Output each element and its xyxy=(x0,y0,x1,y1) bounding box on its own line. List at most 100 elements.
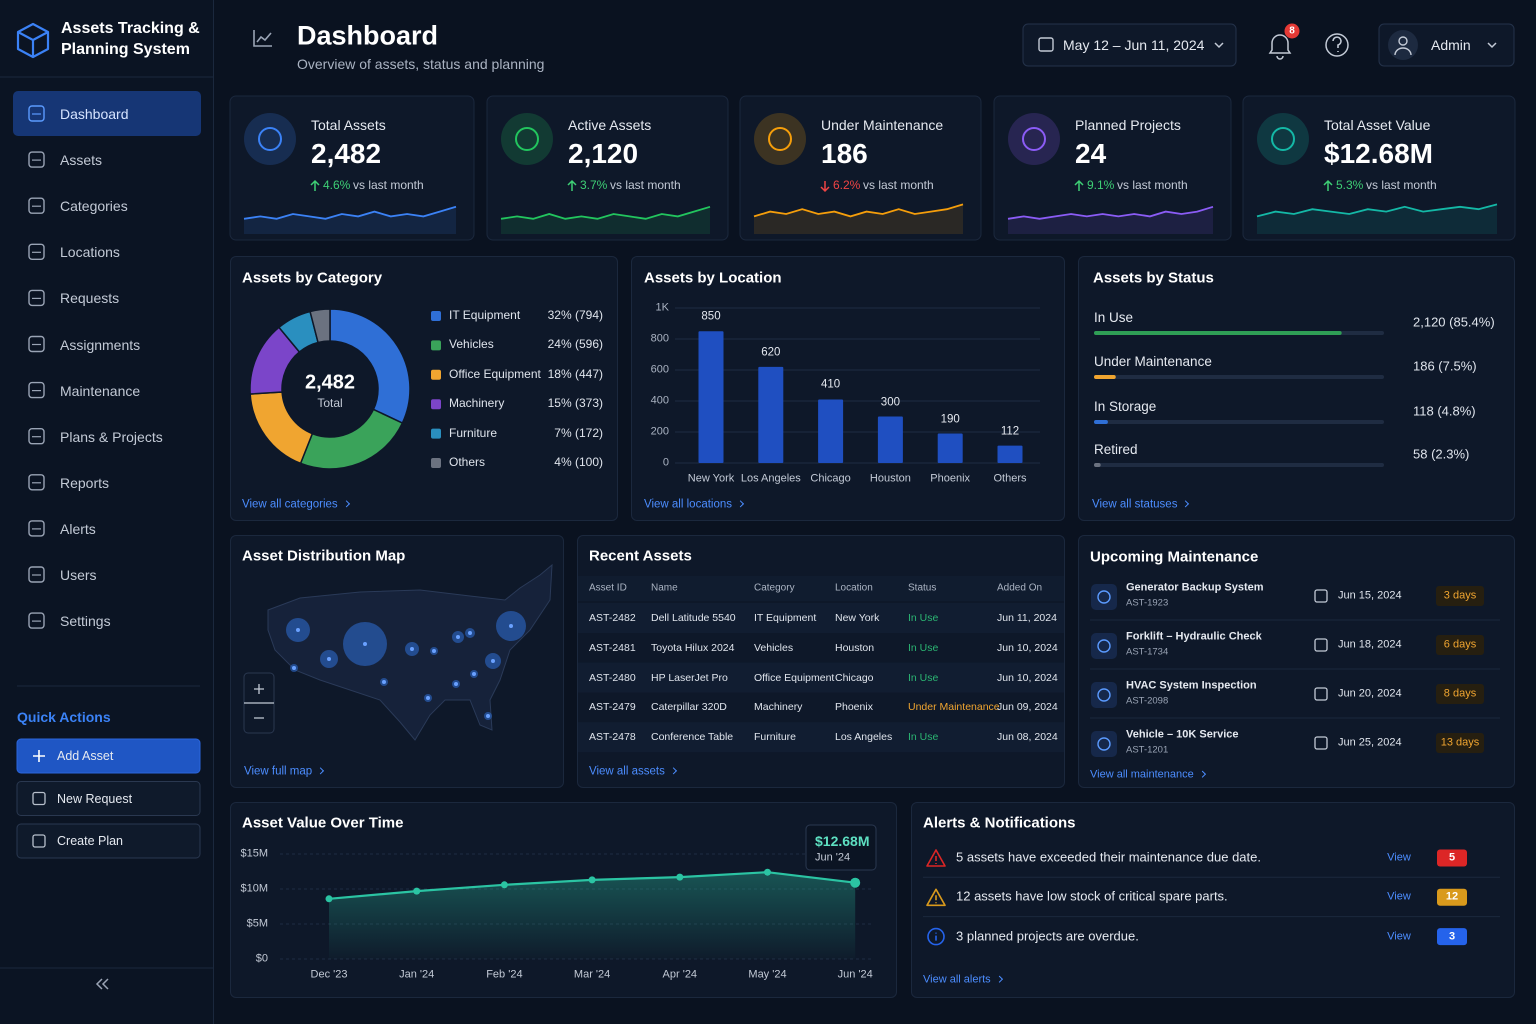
alert-action[interactable]: View xyxy=(1387,930,1411,943)
alert-text: 12 assets have low stock of critical spa… xyxy=(956,888,1228,904)
map-dot xyxy=(382,680,386,684)
panel-link[interactable]: View all statuses xyxy=(1092,498,1188,511)
nav-item[interactable]: Maintenance xyxy=(60,382,141,399)
donut-slice xyxy=(329,308,411,425)
status-value: 2,120 (85.4%) xyxy=(1413,314,1495,330)
status-track xyxy=(1094,420,1384,424)
kpi-comparison: vs last month xyxy=(610,178,681,193)
panel-link[interactable]: View all alerts xyxy=(923,974,1002,987)
table-header: Asset ID xyxy=(589,582,627,594)
sparkline-area xyxy=(501,206,710,234)
table-cell: AST-2479 xyxy=(589,701,636,714)
status-value: 118 (4.8%) xyxy=(1413,403,1476,419)
bar xyxy=(877,416,903,463)
table-header-bg xyxy=(578,576,1064,601)
nav-icon xyxy=(28,105,45,122)
bell-icon xyxy=(1268,34,1292,60)
legend-value: 32% (794) xyxy=(547,308,603,323)
map-dot xyxy=(296,628,300,632)
collapse-icon xyxy=(95,978,109,990)
item-icon-bg xyxy=(1091,633,1117,659)
action-label[interactable]: New Request xyxy=(57,791,133,806)
nav-item[interactable]: Categories xyxy=(60,198,128,215)
app-name: Assets Tracking & Planning System xyxy=(61,20,200,58)
nav-item[interactable]: Reports xyxy=(60,474,110,491)
table-row-bg xyxy=(578,662,1064,693)
nav-item[interactable]: Assets xyxy=(60,152,103,169)
kpi-icon xyxy=(1022,127,1046,151)
panel-link[interactable]: View full map xyxy=(244,765,323,778)
bar-value: 410 xyxy=(821,378,841,391)
kpi-icon-bg xyxy=(1008,113,1060,165)
action-label[interactable]: Add Asset xyxy=(57,748,114,763)
legend-value: 15% (373) xyxy=(547,396,603,411)
alert-action[interactable]: View xyxy=(1387,890,1411,903)
nav-item[interactable]: Requests xyxy=(60,290,120,307)
x-tick-label: Mar '24 xyxy=(573,968,611,981)
panel-link[interactable]: View all maintenance xyxy=(1090,769,1205,782)
panel-link[interactable]: View all assets xyxy=(589,765,676,778)
action-label[interactable]: Create Plan xyxy=(57,833,124,848)
alert-count: 12 xyxy=(1445,890,1459,903)
due-badge xyxy=(1436,586,1484,606)
nav-item[interactable]: Plans & Projects xyxy=(60,428,163,445)
kpi-value: 2,482 xyxy=(311,137,382,169)
bar-value: 112 xyxy=(1000,425,1020,438)
table-cell: AST-2482 xyxy=(589,611,636,624)
kpi-icon-bg xyxy=(501,113,553,165)
nav-item[interactable]: Assignments xyxy=(60,336,141,353)
quick-actions-title: Quick Actions xyxy=(17,708,111,725)
item-icon-bg xyxy=(1091,584,1117,610)
y-tick-label: 1K xyxy=(655,301,669,314)
line-point xyxy=(325,895,333,903)
status-value: 58 (2.3%) xyxy=(1413,446,1470,462)
panel-link[interactable]: View all categories xyxy=(242,498,349,511)
status-track xyxy=(1094,463,1384,467)
trend-arrow xyxy=(820,181,830,193)
bar-value: 850 xyxy=(701,310,721,323)
kpi-comparison: vs last month xyxy=(1366,178,1437,193)
y-tick-label: $10M xyxy=(240,882,268,895)
x-tick-label: Feb '24 xyxy=(486,968,523,981)
panel-title: Assets by Category xyxy=(242,269,383,287)
date-range[interactable]: May 12 – Jun 11, 2024 xyxy=(1063,36,1205,53)
user-name[interactable]: Admin xyxy=(1431,36,1471,53)
kpi-icon xyxy=(1271,127,1295,151)
panel-link[interactable]: View all locations xyxy=(644,498,743,511)
table-cell: In Use xyxy=(908,731,939,744)
item-date: Jun 18, 2024 xyxy=(1338,638,1402,651)
kpi-value: 24 xyxy=(1075,137,1107,169)
nav-item[interactable]: Dashboard xyxy=(60,105,129,122)
x-tick-label: Los Angeles xyxy=(740,472,801,485)
bar xyxy=(698,331,724,463)
map-dot xyxy=(292,666,296,670)
action-icon xyxy=(32,834,46,848)
item-icon-bg xyxy=(1091,731,1117,757)
y-tick-label: 600 xyxy=(650,363,669,376)
kpi-icon-bg xyxy=(1257,113,1309,165)
x-tick-label: Phoenix xyxy=(930,472,971,485)
item-name: Forklift – Hydraulic Check xyxy=(1126,630,1262,643)
table-cell: IT Equipment xyxy=(754,611,817,624)
nav-item[interactable]: Locations xyxy=(60,244,120,261)
alert-icon xyxy=(926,888,946,907)
avatar-glyph xyxy=(1394,36,1412,56)
bar xyxy=(818,399,844,463)
table-cell: Vehicles xyxy=(754,641,794,654)
status-panel xyxy=(1078,256,1515,521)
legend-label: Furniture xyxy=(449,425,498,440)
nav-item[interactable]: Settings xyxy=(60,613,111,630)
tooltip-value: $12.68M xyxy=(815,832,870,849)
legend-value: 4% (100) xyxy=(554,455,603,470)
x-tick-label: Apr '24 xyxy=(662,968,698,981)
sparkline-area xyxy=(754,204,963,234)
nav-item[interactable]: Alerts xyxy=(60,520,96,537)
kpi-change: 9.1% xyxy=(1087,178,1115,193)
nav-active-bg xyxy=(13,91,201,136)
map-dot xyxy=(432,649,436,653)
alert-action[interactable]: View xyxy=(1387,851,1411,864)
legend-value: 7% (172) xyxy=(554,425,603,440)
alert-count: 3 xyxy=(1448,930,1456,943)
table-cell: Caterpillar 320D xyxy=(651,701,727,714)
nav-item[interactable]: Users xyxy=(60,566,97,583)
